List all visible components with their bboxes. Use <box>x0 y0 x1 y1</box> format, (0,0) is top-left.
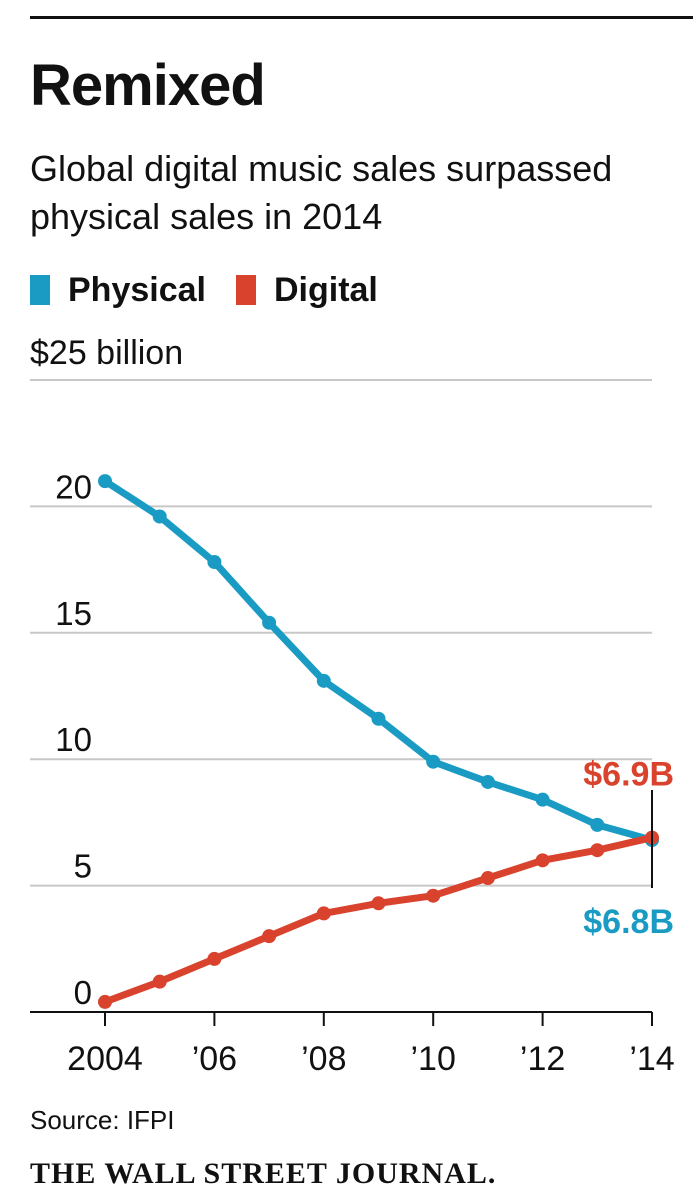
annotation-physical-end-value: $6.8B <box>583 903 674 941</box>
data-point-digital-2012 <box>535 853 550 868</box>
data-point-digital-2013 <box>590 843 605 858</box>
line-chart: 0 5 10 15 20 2004 ’06 ’08 ’10 ’12 ’14 $6.9B $6.8B <box>30 379 675 1078</box>
legend: Physical Digital <box>30 270 408 310</box>
series-line-physical <box>101 477 656 844</box>
chart-subtitle: Global digital music sales surpassed phy… <box>30 148 613 237</box>
data-point-digital-2010 <box>426 888 441 903</box>
data-point-physical-2008 <box>316 673 331 688</box>
y-tick-label-10: 10 <box>55 721 92 758</box>
legend-item-digital: Digital <box>235 270 378 310</box>
series-line-digital <box>101 834 656 1006</box>
y-tick-label-15: 15 <box>55 595 92 632</box>
legend-swatch-physical <box>30 275 50 305</box>
data-point-physical-2011 <box>480 774 495 789</box>
data-point-digital-2011 <box>480 871 495 886</box>
source-note: Source: IFPI <box>30 1105 175 1135</box>
y-tick-label-0: 0 <box>74 974 92 1011</box>
x-tick-label-2010: ’10 <box>411 1040 456 1078</box>
data-point-physical-2013 <box>590 817 605 832</box>
top-rule <box>30 16 693 19</box>
x-tick-label-2006: ’06 <box>192 1040 237 1078</box>
data-point-digital-2004 <box>98 994 112 1009</box>
data-point-physical-2005 <box>152 509 167 524</box>
data-point-digital-2009 <box>371 896 386 911</box>
x-tick-label-2004: 2004 <box>67 1040 143 1078</box>
annotation-digital-end-value: $6.9B <box>583 756 674 794</box>
legend-label-digital: Digital <box>273 270 378 309</box>
chart-title: Remixed <box>30 53 266 118</box>
data-point-physical-2010 <box>426 754 441 769</box>
y-tick-label-20: 20 <box>55 468 92 505</box>
data-point-physical-2004 <box>98 474 112 489</box>
y-tick-label-5: 5 <box>74 848 92 885</box>
data-point-digital-2005 <box>152 974 167 989</box>
x-tick-label-2008: ’08 <box>301 1040 346 1078</box>
data-point-physical-2012 <box>535 792 550 807</box>
y-axis-unit-label: $25 billion <box>30 334 184 372</box>
publisher-logo: THE WALL STREET JOURNAL. <box>30 1157 497 1190</box>
legend-swatch-digital <box>235 275 256 305</box>
data-point-digital-2008 <box>316 906 331 921</box>
data-point-digital-2007 <box>262 929 277 944</box>
data-point-physical-2006 <box>207 555 222 570</box>
x-tick-label-2014: ’14 <box>629 1040 674 1078</box>
legend-label-physical: Physical <box>68 270 206 309</box>
legend-item-physical: Physical <box>30 271 206 310</box>
data-point-digital-2006 <box>207 951 222 966</box>
x-tick-label-2012: ’12 <box>520 1040 565 1078</box>
data-point-physical-2007 <box>262 615 277 630</box>
data-point-physical-2009 <box>371 711 386 726</box>
